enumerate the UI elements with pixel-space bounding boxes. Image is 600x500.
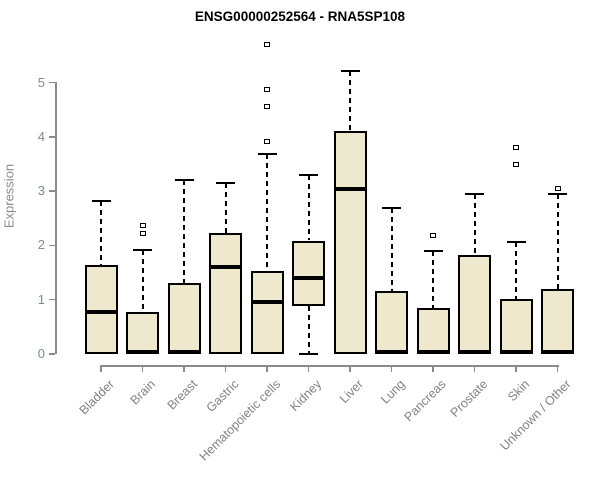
y-axis-tick [49, 244, 55, 247]
x-category-label-unknown-other: Unknown / Other [497, 377, 574, 454]
upper-whisker-kidney [307, 174, 310, 241]
median-brain [126, 350, 159, 355]
median-liver [333, 187, 367, 192]
x-axis-line [100, 365, 559, 367]
x-axis-tick [266, 365, 268, 372]
x-category-label-kidney: Kidney [287, 377, 325, 414]
x-axis-tick [515, 365, 517, 372]
y-tick-label: 2 [37, 237, 45, 253]
median-pancreas [416, 349, 450, 354]
x-axis-tick [141, 365, 144, 372]
box-liver [333, 131, 367, 354]
upper-whisker-cap-hematopoietic-cells [257, 153, 277, 156]
box-brain [126, 311, 159, 354]
upper-whisker-cap-prostate [465, 192, 484, 195]
x-axis-tick [224, 365, 227, 372]
x-axis-tick [307, 365, 310, 372]
upper-whisker-cap-gastric [216, 181, 235, 184]
outlier-skin [513, 161, 519, 167]
upper-whisker-cap-brain [133, 248, 152, 251]
y-tick-label: 5 [37, 74, 45, 90]
x-axis-tick [183, 365, 185, 372]
box-prostate [458, 254, 491, 354]
upper-whisker-breast [183, 179, 185, 283]
median-kidney [292, 275, 325, 280]
upper-whisker-liver [349, 71, 351, 132]
box-breast [167, 282, 201, 354]
lower-whisker-kidney [307, 306, 310, 354]
x-category-label-breast: Breast [164, 377, 200, 413]
outlier-pancreas [430, 233, 436, 239]
x-category-label-pancreas: Pancreas [401, 377, 449, 425]
upper-whisker-cap-kidney [299, 173, 318, 176]
x-category-label-brain: Brain [127, 377, 159, 408]
outlier-unknown-other [554, 185, 561, 191]
x-category-label-liver: Liver [336, 377, 366, 407]
x-axis-tick [100, 365, 102, 372]
x-axis-tick [432, 365, 434, 372]
median-unknown-other [541, 350, 574, 355]
upper-whisker-cap-skin [506, 241, 526, 244]
y-tick-label: 0 [37, 346, 45, 361]
median-hematopoietic-cells [250, 299, 284, 304]
upper-whisker-cap-breast [174, 178, 194, 181]
outlier-hematopoietic-cells [264, 87, 270, 93]
upper-whisker-brain [141, 249, 144, 312]
y-tick-label: 3 [37, 183, 45, 199]
y-axis-line [55, 81, 57, 354]
x-axis-tick [349, 365, 351, 372]
outlier-hematopoietic-cells [264, 103, 270, 109]
x-category-label-hematopoietic-cells: Hematopoietic cells [196, 377, 283, 464]
outlier-brain [139, 223, 146, 229]
y-axis-tick [49, 190, 55, 192]
box-unknown-other [541, 289, 574, 354]
y-axis-tick [49, 136, 55, 138]
upper-whisker-hematopoietic-cells [266, 154, 268, 271]
box-gastric [209, 233, 242, 354]
y-axis-tick [49, 298, 55, 301]
box-lung [375, 291, 408, 354]
box-hematopoietic-cells [250, 270, 284, 354]
outlier-skin [513, 145, 519, 151]
x-category-label-skin: Skin [504, 377, 532, 405]
upper-whisker-cap-liver [340, 70, 360, 73]
x-axis-tick [473, 365, 476, 372]
y-tick-label: 4 [37, 128, 45, 144]
x-axis-tick [556, 365, 559, 372]
x-category-label-lung: Lung [377, 377, 408, 407]
outlier-brain [139, 230, 146, 236]
x-category-label-prostate: Prostate [447, 377, 491, 420]
median-bladder [84, 309, 118, 314]
box-pancreas [416, 307, 450, 354]
y-axis-tick [49, 353, 55, 355]
upper-whisker-cap-bladder [91, 199, 111, 202]
median-breast [167, 350, 201, 355]
x-category-label-gastric: Gastric [203, 377, 242, 415]
median-prostate [458, 350, 491, 355]
x-axis-tick [390, 365, 393, 372]
upper-whisker-gastric [224, 182, 227, 234]
upper-whisker-skin [515, 242, 517, 299]
median-gastric [209, 265, 242, 270]
upper-whisker-lung [390, 208, 393, 291]
median-lung [375, 350, 408, 355]
outlier-hematopoietic-cells [264, 138, 270, 144]
outlier-hematopoietic-cells [264, 41, 270, 47]
y-axis-tick [49, 81, 55, 84]
upper-whisker-cap-lung [382, 207, 401, 210]
y-tick-label: 1 [37, 291, 45, 307]
box-kidney [292, 240, 325, 307]
box-skin [499, 298, 533, 354]
median-skin [499, 350, 533, 355]
lower-whisker-cap-kidney [299, 353, 318, 355]
upper-whisker-bladder [100, 200, 102, 266]
upper-whisker-prostate [473, 193, 476, 255]
upper-whisker-cap-pancreas [423, 250, 443, 253]
upper-whisker-unknown-other [556, 194, 559, 290]
upper-whisker-cap-unknown-other [548, 193, 567, 196]
x-category-label-bladder: Bladder [76, 377, 117, 418]
upper-whisker-pancreas [432, 251, 434, 308]
chart-title: ENSG00000252564 - RNA5SP108 [194, 9, 406, 24]
